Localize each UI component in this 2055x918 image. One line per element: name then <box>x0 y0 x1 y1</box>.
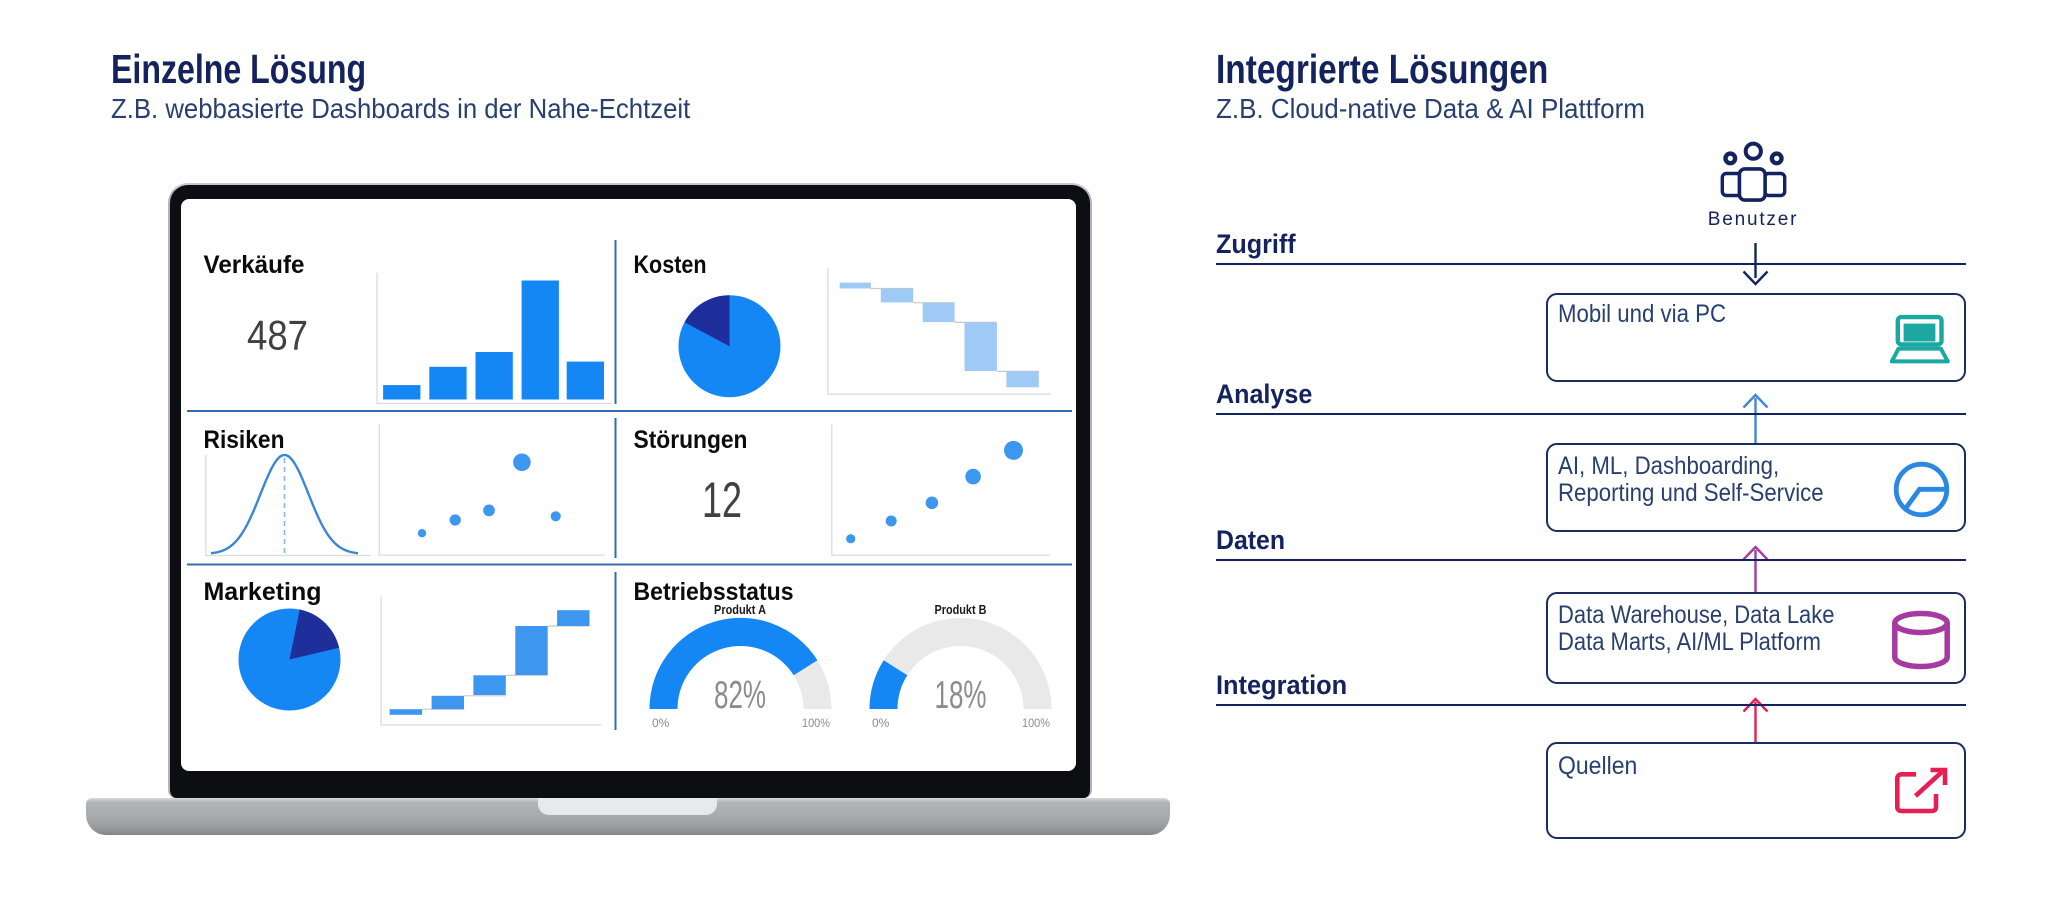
svg-text:Produkt B: Produkt B <box>935 602 987 617</box>
svg-text:100%: 100% <box>802 716 830 730</box>
svg-text:12: 12 <box>702 472 742 528</box>
svg-text:Verkäufe: Verkäufe <box>204 251 305 279</box>
svg-text:18%: 18% <box>935 674 987 717</box>
svg-text:Produkt A: Produkt A <box>714 602 767 617</box>
svg-text:Störungen: Störungen <box>634 426 748 454</box>
svg-text:100%: 100% <box>1022 716 1050 730</box>
svg-text:487: 487 <box>247 312 308 359</box>
svg-text:Marketing: Marketing <box>204 578 322 606</box>
svg-text:0%: 0% <box>872 716 890 730</box>
svg-text:82%: 82% <box>714 674 766 717</box>
svg-text:0%: 0% <box>652 716 670 730</box>
svg-text:Kosten: Kosten <box>634 251 707 279</box>
svg-text:Risiken: Risiken <box>204 426 285 454</box>
svg-text:Betriebsstatus: Betriebsstatus <box>634 578 794 606</box>
